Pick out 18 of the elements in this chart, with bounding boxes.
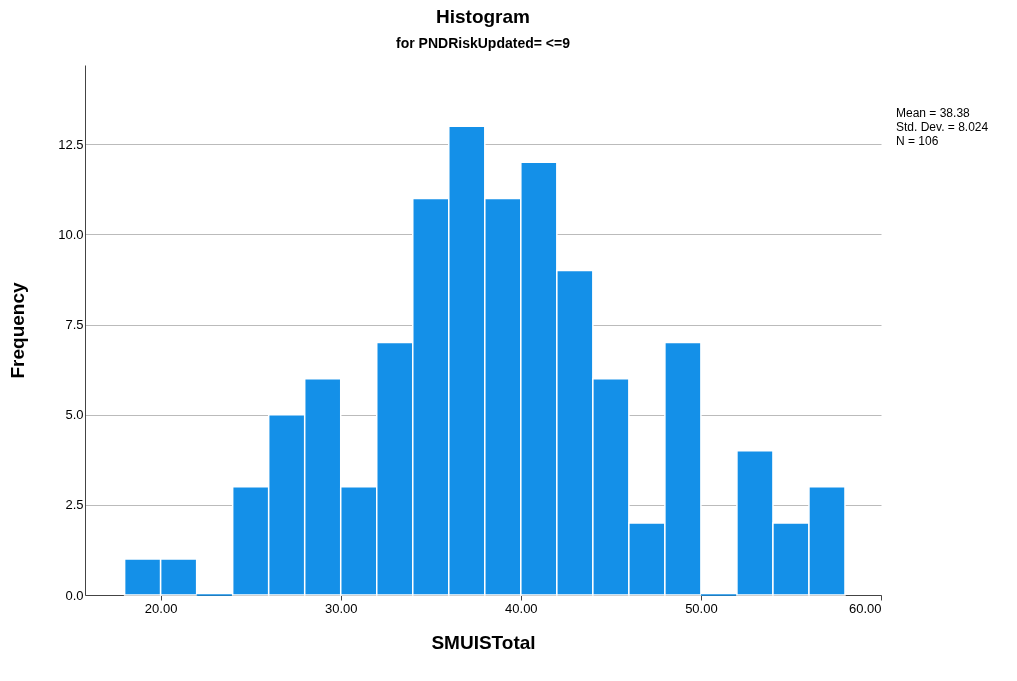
x-axis-title: SMUISTotal	[431, 631, 536, 653]
x-tick-label: 20.00	[144, 600, 178, 616]
x-tick-label: 30.00	[324, 600, 358, 616]
y-axis-title: Frequency	[7, 282, 29, 379]
chart-title: Histogram	[436, 6, 530, 27]
y-tick-label: 0.0	[65, 587, 84, 603]
y-tick-label: 7.5	[65, 317, 84, 333]
text: N = 106	[896, 134, 940, 148]
x-tick-label: 50.00	[685, 600, 718, 616]
y-tick-label: 2.5	[65, 497, 84, 513]
y-tick-label: 10.0	[58, 226, 84, 242]
x-tick-label: 60.00	[848, 600, 882, 616]
y-tick-label: 5.0	[65, 407, 84, 423]
chart-subtitle: for PNDRiskUpdated= <=9	[396, 35, 571, 51]
x-tick-label: 40.00	[505, 600, 538, 616]
text: Std. Dev. = 8.024	[896, 120, 989, 134]
text: Mean = 38.38	[896, 106, 971, 120]
y-tick-label: 12.5	[58, 136, 84, 152]
